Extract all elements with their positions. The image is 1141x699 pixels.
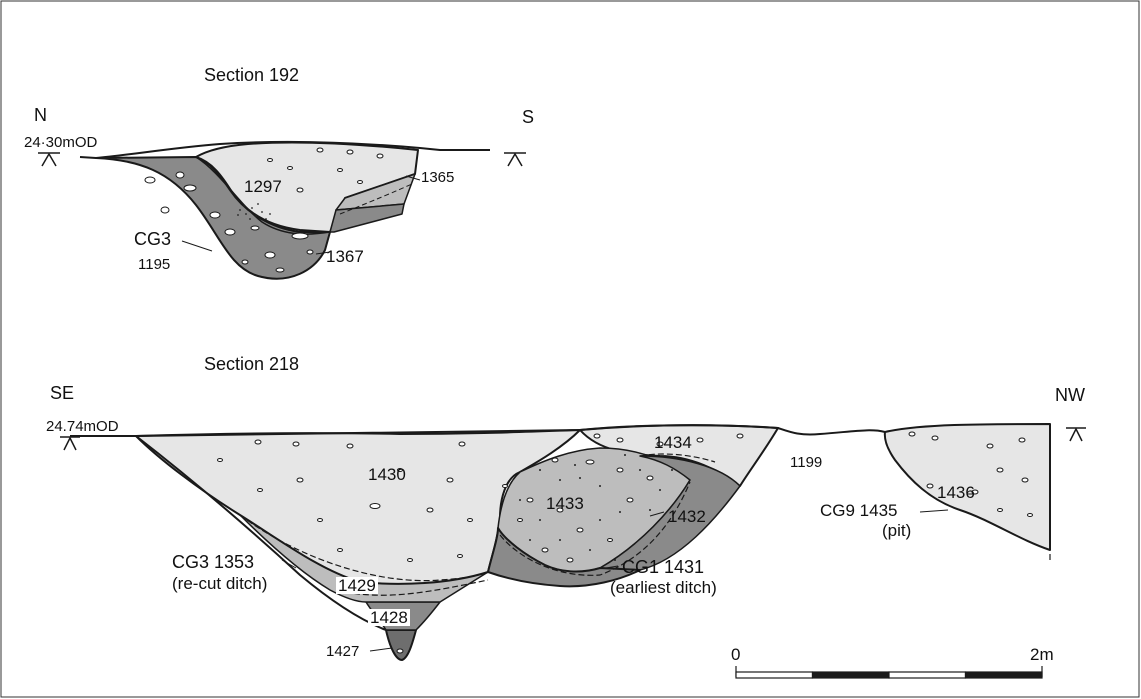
datum-192-label: 24·30mOD	[24, 134, 98, 151]
pit-label: (pit)	[882, 521, 912, 540]
stipple-1297	[237, 203, 271, 220]
section-192-title: Section 192	[204, 65, 300, 85]
datum-symbol-192-right	[504, 152, 526, 167]
context-1367-label: 1367	[326, 247, 364, 266]
section-218-drawing	[60, 423, 1086, 661]
context-1427-label: 1427	[326, 643, 360, 660]
earliest-ditch-label: (earliest ditch)	[610, 578, 717, 597]
pebbles-192	[144, 147, 384, 273]
scale-bar	[735, 666, 1043, 679]
section-218-title: Section 218	[204, 354, 300, 374]
cg1-1431-label: CG1 1431	[622, 557, 705, 577]
orientation-nw-label: NW	[1055, 385, 1085, 405]
context-1434-label: 1434	[654, 433, 692, 452]
cg3-192-label: CG3	[134, 229, 172, 249]
cg9-1435-label: CG9 1435	[820, 501, 898, 520]
scale-segment-4	[964, 671, 1043, 679]
cg3-1353-label: CG3 1353	[172, 552, 255, 572]
stipple-1433	[519, 454, 673, 561]
orientation-n-label: N	[34, 105, 47, 125]
datum-218-label: 24.74mOD	[46, 418, 119, 435]
orientation-s-label: S	[522, 107, 535, 127]
orientation-se-label: SE	[50, 383, 75, 403]
context-1365-label: 1365	[421, 169, 455, 186]
datum-symbol-218-left	[60, 436, 80, 451]
section-192-drawing	[38, 140, 526, 280]
context-1427-fill	[385, 629, 417, 661]
datum-symbol-218-right	[1066, 427, 1086, 442]
context-1429-label: 1429	[336, 576, 378, 595]
context-1428-label: 1428	[368, 608, 410, 627]
scale-segment-3	[888, 671, 967, 679]
pebbles-218	[217, 431, 1033, 654]
context-1432-label: 1432	[668, 507, 706, 526]
scale-end-label: 2m	[1030, 645, 1054, 664]
context-1433-label: 1433	[546, 494, 584, 513]
scale-segment-1	[735, 671, 814, 679]
context-1436-label: 1436	[937, 483, 975, 502]
context-1430-label: 1430	[368, 465, 406, 484]
section-218-ground-line	[70, 424, 886, 437]
datum-symbol-192-left	[38, 152, 60, 167]
context-1436-fill	[883, 423, 1051, 551]
scale-start-label: 0	[731, 645, 741, 664]
context-1431-fill	[487, 527, 641, 588]
recut-ditch-label: (re-cut ditch)	[172, 574, 268, 593]
section-192-ground-line	[79, 140, 490, 159]
context-1199-label: 1199	[790, 454, 823, 471]
context-1297-label: 1297	[244, 177, 282, 196]
scale-segment-2	[811, 671, 890, 679]
context-1195-label: 1195	[138, 256, 171, 273]
